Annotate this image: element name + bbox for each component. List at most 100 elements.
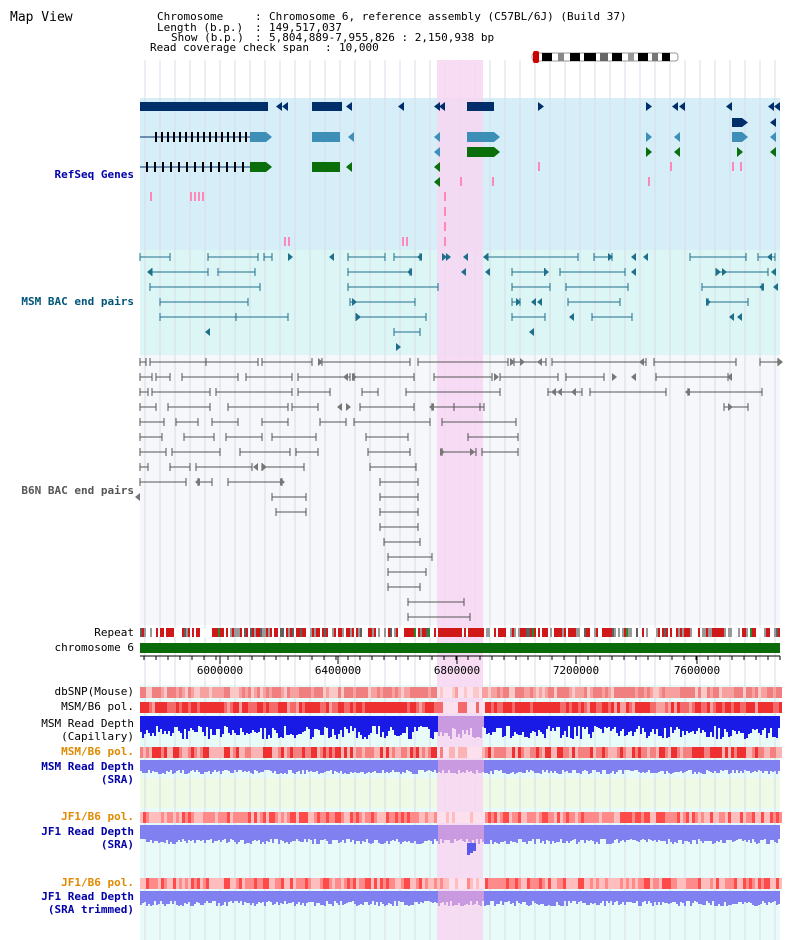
dbsnp-cell xyxy=(695,687,698,698)
msm-sra-depth-bar xyxy=(184,760,186,774)
jf1-pol-cell xyxy=(239,812,242,823)
jf1-depth-bar xyxy=(170,825,172,842)
repeat-element xyxy=(412,628,414,637)
msm-sra-depth-bar xyxy=(734,760,736,773)
repeat-element xyxy=(576,628,578,637)
msm-sra-depth-bar xyxy=(190,760,192,771)
ideogram-band xyxy=(652,53,658,61)
msm-cap-depth-bar xyxy=(388,716,390,731)
jf1-trim-depth-bar xyxy=(630,891,632,902)
msm-sra-depth-bar xyxy=(566,760,568,771)
exon-tick xyxy=(178,162,180,172)
jf1-trim-depth-bar xyxy=(722,891,724,906)
jf1-depth-bar xyxy=(268,825,270,842)
msm-sra-depth-bar xyxy=(364,760,366,774)
jf1-depth-bar xyxy=(528,825,530,841)
dbsnp-cell xyxy=(494,687,497,698)
jf1-trim-depth-bar xyxy=(648,891,650,901)
dbsnp-cell xyxy=(350,687,353,698)
msm-cap-depth-bar xyxy=(612,716,614,729)
msm-pol-cell xyxy=(209,702,212,713)
jf1-trim-depth-bar xyxy=(562,891,564,906)
jf1-trim-pol-cell xyxy=(173,878,176,889)
jf1-pol-cell xyxy=(578,812,581,823)
jf1-pol-cell xyxy=(584,812,587,823)
jf1-depth-bar xyxy=(506,825,508,844)
msm-cap-depth-bar xyxy=(724,716,726,729)
jf1-trim-pol-cell xyxy=(362,878,365,889)
track-label-refseq[interactable]: RefSeq Genes xyxy=(54,168,134,181)
jf1-trim-depth-bar xyxy=(274,891,276,904)
msm-pol-cell xyxy=(563,702,566,713)
jf1-depth-bar xyxy=(564,825,566,843)
msm-cap-depth-bar xyxy=(488,716,490,733)
msm-cap-depth-bar xyxy=(282,716,284,738)
msm-pol-cell xyxy=(212,702,215,713)
jf1-pol-cell xyxy=(773,812,776,823)
msm-pol-cell xyxy=(353,702,356,713)
msm-pol-cell xyxy=(653,702,656,713)
jf1-pol-cell xyxy=(404,812,407,823)
msm-sra-depth-bar xyxy=(180,760,182,773)
msm-cap-depth-bar xyxy=(672,716,674,733)
jf1-depth-bar xyxy=(244,825,246,844)
msm-pol-cell xyxy=(332,702,335,713)
msm-sra-pol-cell xyxy=(176,747,179,758)
msm-cap-depth-bar xyxy=(510,716,512,738)
msm-cap-depth-bar xyxy=(698,716,700,728)
repeat-element xyxy=(324,628,326,637)
msm-cap-depth-bar xyxy=(440,716,442,732)
msm-sra-pol-cell xyxy=(533,747,536,758)
msm-sra-pol-cell xyxy=(560,747,563,758)
repeat-element xyxy=(172,628,174,637)
msm-cap-depth-bar xyxy=(240,716,242,728)
jf1-pol-cell xyxy=(527,812,530,823)
jf1-trim-depth-bar xyxy=(398,891,400,901)
msm-cap-depth-bar xyxy=(676,716,678,727)
track-label-b6n-bac[interactable]: B6N BAC end pairs xyxy=(21,484,134,497)
chromosome-key: Chromosome xyxy=(157,10,224,23)
repeat-track xyxy=(140,628,780,637)
jf1-trim-depth-bar xyxy=(152,891,154,905)
track-label-jf1-trim: JF1 Read Depth xyxy=(41,890,134,903)
msm-sra-depth-bar xyxy=(406,760,408,770)
msm-sra-depth-bar xyxy=(412,760,414,774)
msm-sra-depth-bar xyxy=(672,760,674,773)
jf1-depth-bar xyxy=(670,825,672,842)
jf1-trim-pol-cell xyxy=(764,878,767,889)
bac-end-arrow xyxy=(396,343,401,351)
msm-pol-cell xyxy=(644,702,647,713)
repeat-element xyxy=(214,628,216,637)
msm-sra-depth-bar xyxy=(578,760,580,773)
repeat-element xyxy=(718,628,720,637)
jf1-trim-depth-bar xyxy=(692,891,694,903)
dbsnp-cell xyxy=(335,687,338,698)
msm-sra-depth-bar xyxy=(514,760,516,774)
dbsnp-cell xyxy=(224,687,227,698)
jf1-trim-depth-bar xyxy=(760,891,762,904)
jf1-trim-depth-bar xyxy=(298,891,300,902)
msm-pol-cell xyxy=(299,702,302,713)
msm-sra-pol-cell xyxy=(647,747,650,758)
repeat-element xyxy=(520,628,522,637)
msm-sra-depth-bar xyxy=(676,760,678,772)
jf1-trim-pol-cell xyxy=(488,878,491,889)
msm-cap-depth-bar xyxy=(454,716,456,729)
jf1-trim-pol-cell xyxy=(188,878,191,889)
repeat-element xyxy=(264,628,266,637)
msm-pol-cell xyxy=(338,702,341,713)
msm-cap-depth-bar xyxy=(152,716,154,733)
msm-pol-cell xyxy=(767,702,770,713)
msm-sra-depth-bar xyxy=(704,760,706,774)
jf1-trim-pol-cell xyxy=(650,878,653,889)
jf1-depth-bar xyxy=(700,825,702,841)
msm-cap-depth-bar xyxy=(506,716,508,726)
dbsnp-cell xyxy=(473,687,476,698)
jf1-trim-depth-bar xyxy=(284,891,286,901)
track-label-msm-bac[interactable]: MSM BAC end pairs xyxy=(21,295,134,308)
jf1-pol-cell xyxy=(695,812,698,823)
jf1-trim-depth-bar xyxy=(558,891,560,905)
jf1-trim-depth-bar xyxy=(670,891,672,903)
jf1-trim-depth-bar xyxy=(726,891,728,906)
